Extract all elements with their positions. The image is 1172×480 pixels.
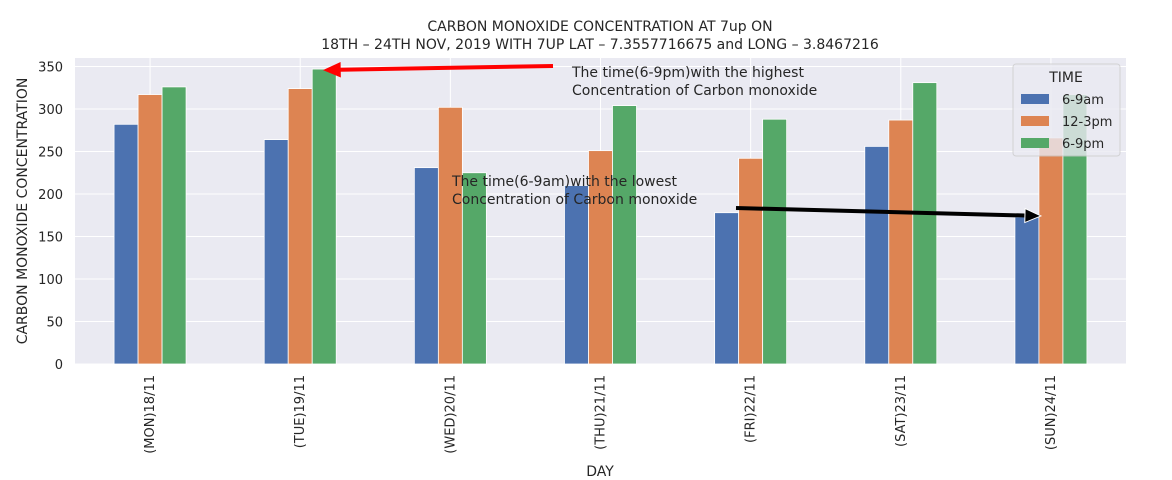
bar-6-9am-(TUE)19/11 — [263, 139, 289, 365]
y-tick-label: 300 — [38, 103, 63, 118]
legend-title: TIME — [1048, 70, 1083, 86]
annotation-text: Concentration of Carbon monoxide — [572, 83, 817, 99]
bar-6-9am-(MON)18/11 — [113, 123, 139, 365]
annotation-arrow-shaft — [735, 206, 1025, 218]
bar-6-9pm-(THU)21/11 — [612, 105, 637, 365]
y-tick-label: 350 — [38, 61, 63, 76]
x-tick-label: (TUE)19/11 — [293, 375, 308, 448]
bar-6-9am-(SUN)24/11 — [1014, 216, 1040, 365]
bar-6-9pm-(WED)20/11 — [461, 172, 487, 365]
y-axis-ticks: 0 50 100 150 200 250 300 350 — [38, 61, 63, 374]
annotation-text: The time(6-9pm)with the highest — [571, 65, 804, 81]
bar-6-9pm-(TUE)19/11 — [311, 68, 337, 365]
legend-label: 6-9pm — [1062, 137, 1104, 152]
chart-title-line-1: CARBON MONOXIDE CONCENTRATION AT 7up ON — [427, 19, 772, 35]
x-tick-label: (FRI)22/11 — [744, 375, 759, 443]
y-tick-label: 200 — [38, 188, 63, 203]
chart-title-line-2: 18TH – 24TH NOV, 2019 WITH 7UP LAT – 7.3… — [321, 37, 879, 53]
bar-12-3pm-(SUN)24/11 — [1038, 137, 1064, 365]
bars — [113, 68, 1088, 365]
legend-box — [1012, 63, 1121, 157]
annotation-text: Concentration of Carbon monoxide — [452, 192, 697, 208]
legend: TIME 6-9am 12-3pm 6-9pm — [1012, 63, 1121, 157]
bar-6-9am-(THU)21/11 — [564, 185, 589, 365]
bar-6-9pm-(FRI)22/11 — [762, 118, 788, 365]
legend-label: 12-3pm — [1062, 115, 1112, 130]
y-tick-label: 250 — [38, 146, 63, 161]
x-axis-ticks: (MON)18/11 (TUE)19/11 (WED)20/11 (THU)21/11… — [143, 375, 1059, 454]
y-axis-label: CARBON MONOXIDE CONCENTRATION — [15, 78, 31, 345]
bar-6-9pm-(SAT)23/11 — [912, 82, 938, 365]
y-tick-label: 50 — [46, 316, 63, 331]
bar-12-3pm-(SAT)23/11 — [888, 119, 914, 365]
bar-6-9am-(WED)20/11 — [413, 167, 439, 365]
legend-label: 6-9am — [1062, 93, 1104, 108]
legend-swatch — [1021, 138, 1049, 148]
legend-swatch — [1021, 116, 1049, 126]
bar-12-3pm-(TUE)19/11 — [287, 88, 313, 365]
x-tick-label: (SAT)23/11 — [894, 375, 909, 447]
x-tick-label: (WED)20/11 — [443, 375, 458, 454]
legend-swatch — [1021, 94, 1049, 104]
bar-12-3pm-(FRI)22/11 — [738, 157, 764, 365]
y-tick-label: 0 — [55, 358, 63, 373]
annotation-arrow-shaft — [340, 64, 554, 72]
x-tick-label: (MON)18/11 — [143, 375, 158, 454]
bar-12-3pm-(WED)20/11 — [437, 106, 463, 365]
annotation-arrow-head — [322, 61, 341, 78]
y-tick-label: 100 — [38, 273, 63, 288]
bar-6-9pm-(MON)18/11 — [161, 86, 187, 365]
annotations: The time(6-9pm)with the highest Concentr… — [322, 61, 1043, 224]
annotation-arrow-head — [1024, 207, 1043, 224]
y-tick-label: 150 — [38, 231, 63, 246]
x-tick-label: (SUN)24/11 — [1044, 375, 1059, 450]
annotation-text: The time(6-9am)with the lowest — [451, 174, 678, 190]
x-tick-label: (THU)21/11 — [594, 375, 609, 450]
x-axis-label: DAY — [586, 464, 614, 480]
bar-6-9am-(SAT)23/11 — [864, 145, 890, 365]
bar-6-9am-(FRI)22/11 — [714, 212, 740, 365]
bar-12-3pm-(MON)18/11 — [137, 94, 163, 365]
